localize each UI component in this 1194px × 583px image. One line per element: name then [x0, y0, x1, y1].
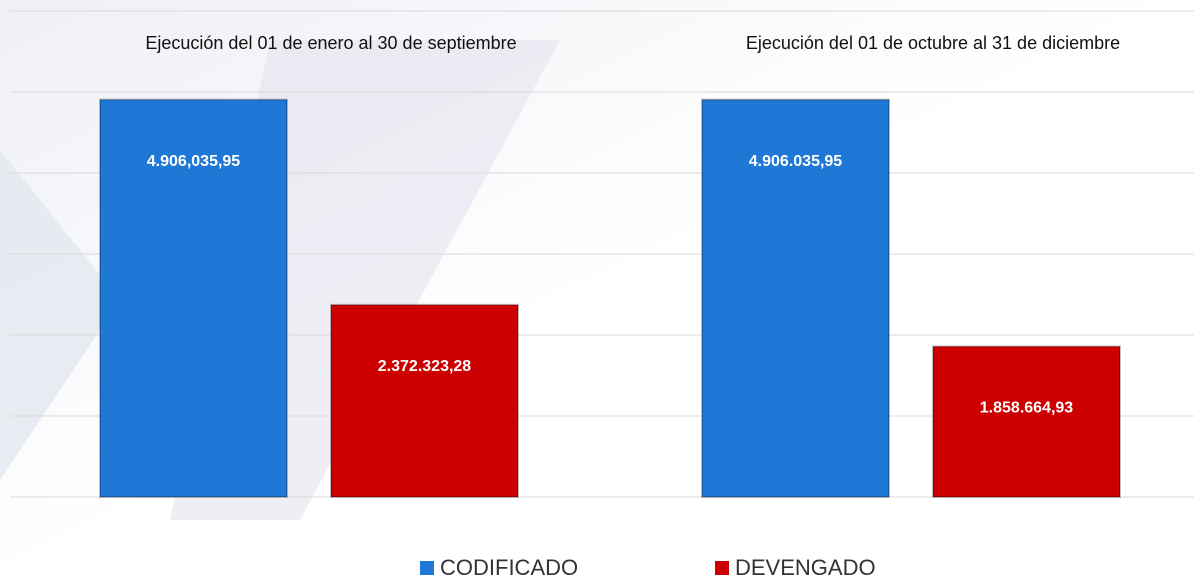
- legend-label: DEVENGADO: [735, 555, 876, 580]
- value-label: 4.906.035,95: [749, 153, 843, 170]
- chart: Ejecución del 01 de enero al 30 de septi…: [0, 0, 1194, 583]
- category-label: Ejecución del 01 de enero al 30 de septi…: [145, 33, 516, 53]
- bar: [331, 305, 518, 497]
- legend-swatch: [715, 561, 729, 575]
- legend-swatch: [420, 561, 434, 575]
- value-label: 2.372.323,28: [378, 358, 472, 375]
- category-label: Ejecución del 01 de octubre al 31 de dic…: [746, 33, 1120, 53]
- bar: [933, 346, 1120, 497]
- value-label: 1.858.664,93: [980, 400, 1074, 417]
- value-label: 4.906,035,95: [147, 153, 241, 170]
- legend-label: CODIFICADO: [440, 555, 578, 580]
